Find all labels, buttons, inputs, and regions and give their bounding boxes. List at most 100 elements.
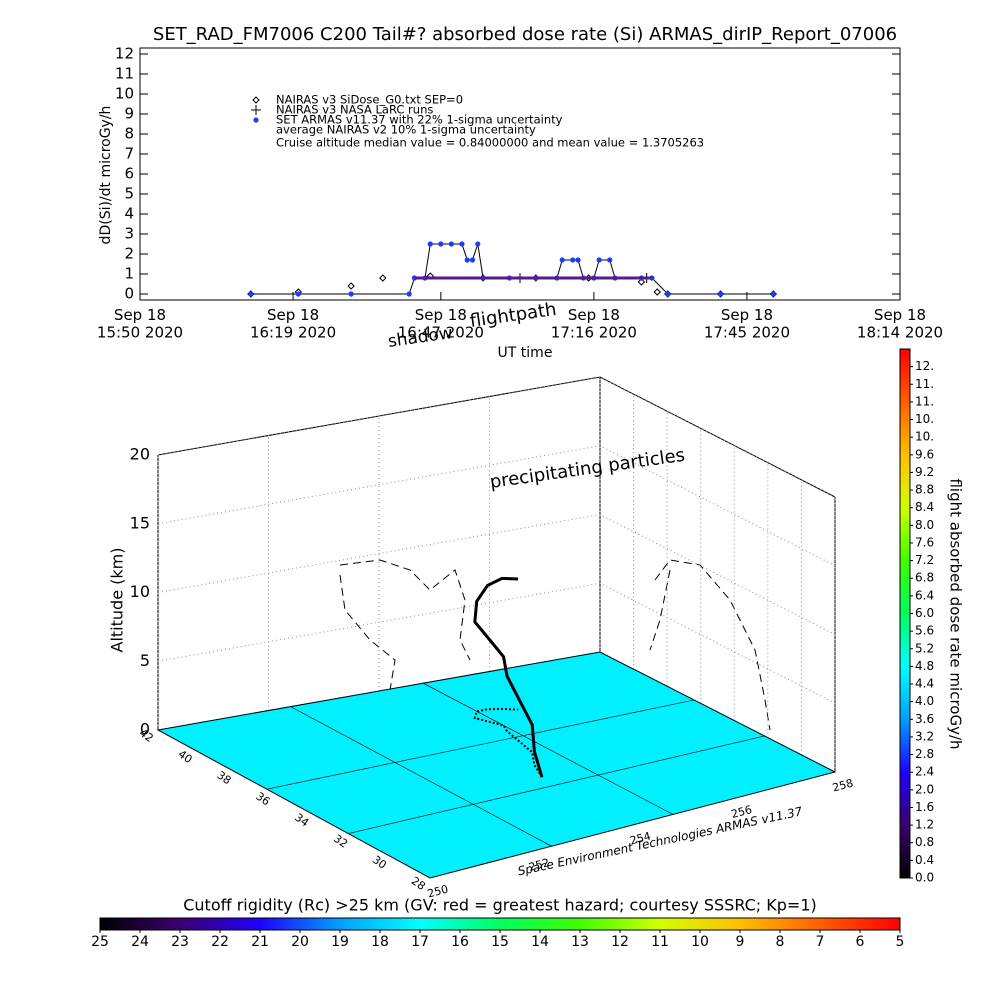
x-tick-label: Sep 18 17:45 2020 bbox=[704, 306, 790, 341]
dot-marker bbox=[665, 291, 671, 297]
z-tick-label: 5 bbox=[140, 651, 150, 670]
y-tick-label: 3 bbox=[124, 225, 134, 243]
annotation: flightpath bbox=[468, 299, 557, 332]
colorbar-tick-label: 9.2 bbox=[915, 465, 934, 479]
colorbar-title: Cutoff rigidity (Rc) >25 km (GV: red = g… bbox=[183, 896, 817, 915]
floor-line bbox=[348, 735, 765, 834]
coastline-shadow bbox=[649, 569, 671, 651]
colorbar-tick-label: 0.8 bbox=[915, 835, 934, 849]
dot-marker bbox=[438, 241, 444, 247]
colorbar-tick-label: 6.8 bbox=[915, 571, 934, 585]
legend-marker bbox=[253, 117, 259, 123]
x-tick-label: Sep 18 16:47 2020 bbox=[398, 306, 484, 341]
y-tick-label: 36 bbox=[253, 790, 272, 809]
y-tick-label: 28 bbox=[409, 874, 428, 893]
colorbar-tick-label: 11 bbox=[651, 934, 669, 950]
colorbar-tick-label: 4.8 bbox=[915, 659, 934, 673]
dot-marker bbox=[469, 257, 476, 263]
x-tick-label: Sep 18 18:14 2020 bbox=[857, 306, 943, 341]
z-tick-label: 0 bbox=[140, 720, 150, 739]
colorbar-label: flight absorbed dose rate microGy/h bbox=[947, 478, 965, 749]
colorbar-tick-label: 8.8 bbox=[915, 483, 934, 497]
colorbar-tick-label: 21 bbox=[251, 934, 269, 950]
colorbar-tick-label: 6.4 bbox=[915, 588, 934, 602]
colorbar-tick-label: 8.4 bbox=[915, 500, 934, 514]
colorbar-tick-label: 9.6 bbox=[915, 447, 934, 461]
dot-marker bbox=[448, 241, 454, 247]
floor-line bbox=[290, 706, 552, 847]
y-tick-label: 4 bbox=[124, 205, 134, 223]
y-tick-label: 10 bbox=[115, 85, 134, 103]
y-tick-label: 2 bbox=[124, 245, 134, 263]
track-shadow bbox=[473, 707, 543, 778]
x-tick-label: 258 bbox=[831, 777, 855, 795]
y-tick-label: 9 bbox=[124, 105, 134, 123]
colorbar-tick-label: 10 bbox=[691, 934, 709, 950]
colorbar-tick-label: 0.4 bbox=[915, 853, 934, 867]
colorbar-tick-label: 7 bbox=[816, 934, 825, 950]
floor bbox=[156, 651, 837, 879]
y-tick-label: 5 bbox=[124, 185, 134, 203]
colorbar bbox=[899, 348, 911, 879]
z-axis-label: Altitude (km) bbox=[108, 548, 127, 653]
colorbar-tick-label: 18 bbox=[371, 934, 389, 950]
colorbar-tick-label: 2.4 bbox=[915, 765, 934, 779]
plot-frame bbox=[139, 47, 901, 301]
colorbar-tick-label: 7.6 bbox=[915, 535, 934, 549]
colorbar-tick-label: 20 bbox=[291, 934, 309, 950]
y-tick-label: 6 bbox=[124, 165, 134, 183]
dot-marker bbox=[464, 257, 470, 263]
colorbar-tick-label: 13 bbox=[571, 934, 589, 950]
z-tick-label: 10 bbox=[130, 582, 150, 601]
annotation: UT time bbox=[498, 345, 553, 361]
x-tick-label: Sep 18 17:16 2020 bbox=[551, 306, 637, 341]
colorbar-tick-label: 3.6 bbox=[915, 712, 934, 726]
y-tick-label: 11 bbox=[115, 65, 134, 83]
colorbar-tick-label: 7.2 bbox=[915, 553, 934, 567]
y-tick-label: 8 bbox=[124, 125, 134, 143]
dot-marker bbox=[575, 257, 581, 263]
dot-marker bbox=[348, 291, 354, 297]
colorbar-tick-label: 5 bbox=[896, 934, 905, 950]
annotation: Cruise altitude median value = 0.8400000… bbox=[276, 136, 704, 150]
dot-marker bbox=[770, 291, 776, 297]
grid-line bbox=[157, 513, 836, 635]
x-tick-label: 250 bbox=[426, 883, 450, 901]
x-tick-label: 256 bbox=[730, 803, 754, 821]
annotation: shadow bbox=[387, 323, 454, 352]
diamond-marker bbox=[347, 282, 355, 290]
colorbar-tick-label: 10. bbox=[915, 412, 934, 426]
x-tick-label: 254 bbox=[629, 830, 653, 848]
colorbar-tick-label: 1.6 bbox=[915, 800, 934, 814]
colorbar-tick-label: 1.2 bbox=[915, 818, 934, 832]
annotation: precipitating particles bbox=[488, 445, 686, 493]
colorbar-tick-label: 12 bbox=[611, 934, 629, 950]
colorbar-tick-label: 16 bbox=[451, 934, 469, 950]
dot-marker bbox=[459, 241, 465, 247]
z-tick-label: 20 bbox=[130, 445, 150, 464]
dot-marker bbox=[406, 291, 412, 297]
diamond-marker bbox=[379, 274, 387, 282]
x-tick-label: Sep 18 15:50 2020 bbox=[97, 306, 183, 341]
colorbar-tick-label: 15 bbox=[491, 934, 509, 950]
dot-marker bbox=[475, 241, 481, 247]
colorbar-tick-label: 6.0 bbox=[915, 606, 934, 620]
y-axis-label: dD(Si)/dt microGy/h bbox=[98, 106, 114, 245]
colorbar-tick-label: 5.2 bbox=[915, 641, 934, 655]
colorbar-tick-label: 10. bbox=[915, 430, 934, 444]
grid-line bbox=[157, 445, 836, 567]
colorbar-tick-label: 11. bbox=[915, 377, 934, 391]
dot-marker bbox=[295, 291, 301, 297]
legend-label: SET ARMAS v11.37 with 22% 1-sigma uncert… bbox=[276, 113, 563, 127]
legend-label: average NAIRAS v2 10% 1-sigma uncertaint… bbox=[276, 123, 536, 137]
dot-marker bbox=[717, 291, 724, 297]
floor-line bbox=[423, 682, 674, 815]
series-line bbox=[250, 243, 774, 295]
y-tick-label: 34 bbox=[292, 811, 311, 830]
y-tick-label: 1 bbox=[124, 265, 134, 283]
colorbar-tick-label: 2.8 bbox=[915, 747, 934, 761]
coastline-shadow bbox=[339, 574, 396, 691]
colorbar-tick-label: 4.4 bbox=[915, 677, 934, 691]
colorbar-tick-label: 0.0 bbox=[915, 871, 934, 885]
